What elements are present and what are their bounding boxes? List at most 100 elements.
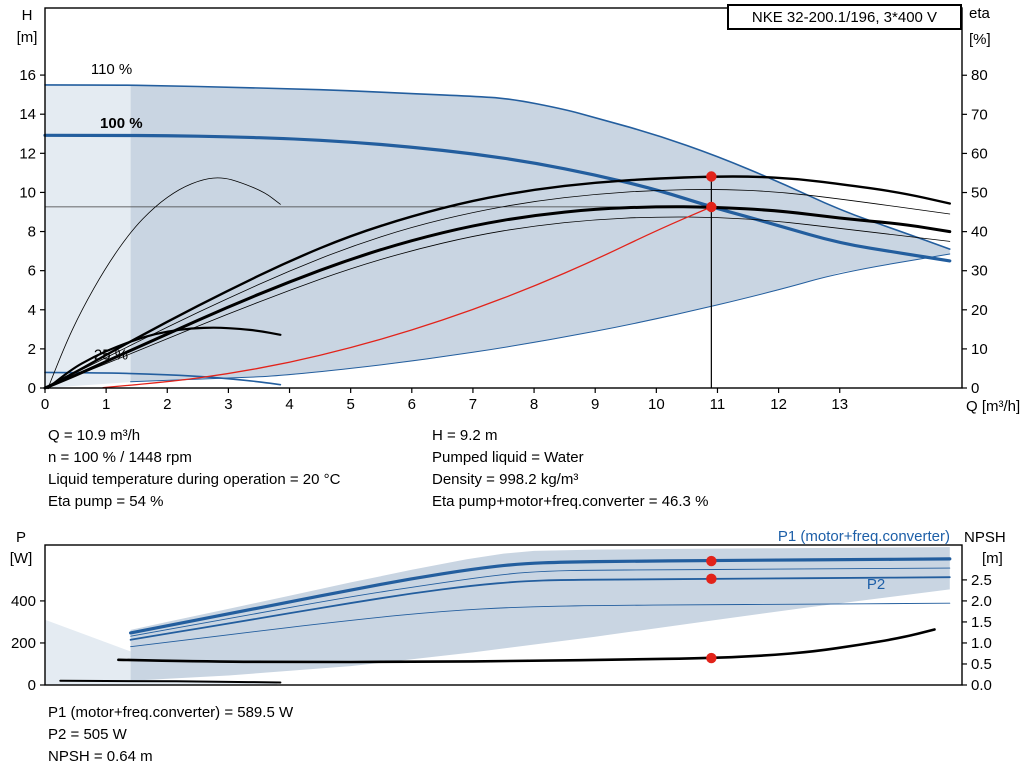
axis-titles: P [W] NPSH [m] — [10, 529, 1006, 567]
info-line-head: H = 9.2 m — [432, 427, 498, 444]
axis-title: P — [16, 529, 26, 546]
plot-border — [44, 544, 963, 686]
operating-envelope — [130, 85, 950, 382]
tick-label: 0 — [41, 396, 49, 413]
p1-curve — [129, 557, 952, 635]
info-line-speed: n = 100 % / 1448 rpm — [48, 449, 192, 466]
operating-envelope-light — [45, 619, 278, 685]
tick-label: 2 — [28, 341, 36, 358]
operating-envelope-light — [45, 84, 131, 389]
operating-envelope — [130, 547, 950, 681]
eta-arc-25pct — [47, 326, 282, 390]
p-thin-upper — [130, 567, 951, 637]
curve-label: 100 % — [100, 115, 143, 132]
duty-point-marker[interactable] — [706, 555, 717, 567]
tick-label: 4 — [28, 302, 36, 319]
tick-label: 50 — [971, 185, 988, 202]
system-curve — [102, 206, 713, 389]
curve-label: 110 % — [91, 61, 132, 78]
pump-model-label: NKE 32-200.1/196, 3*400 V — [751, 8, 938, 26]
tick-label: 2.0 — [971, 593, 992, 610]
pump-model-title-box: NKE 32-200.1/196, 3*400 V — [727, 4, 962, 30]
axis-ticks: 0 200 400 0.0 0.5 1.0 1.5 2.0 2.5 — [11, 572, 992, 694]
tick-label: 0 — [971, 380, 979, 397]
tick-label: 10 — [19, 184, 36, 201]
eta-arc-low-speed — [47, 177, 281, 389]
info-line-eta-pump: Eta pump = 54 % — [48, 493, 164, 510]
tick-label: 10 — [648, 396, 665, 413]
tick-label: 0.5 — [971, 656, 992, 673]
info-line-density: Density = 998.2 kg/m³ — [432, 471, 579, 488]
tick-label: 10 — [971, 341, 988, 358]
info-line-q: Q = 10.9 m³/h — [48, 427, 141, 444]
axis-title: [m] — [982, 550, 1003, 567]
tick-label: 400 — [11, 593, 36, 610]
curve-25pct — [44, 371, 282, 386]
tick-label: 60 — [971, 145, 988, 162]
tick-label: 0.0 — [971, 677, 992, 694]
eta-thin-upper — [44, 189, 951, 389]
tick-label: 0 — [28, 380, 36, 397]
npsh-curve — [117, 628, 936, 664]
axis-title: NPSH — [964, 529, 1006, 546]
tick-label: 6 — [408, 396, 416, 413]
axis-title: H — [22, 7, 33, 24]
curve-label: P2 — [867, 576, 885, 593]
duty-point-marker[interactable] — [706, 171, 717, 182]
info-line-liquid-temp: Liquid temperature during operation = 20… — [48, 471, 341, 488]
axis-title: [%] — [969, 31, 991, 48]
result-summary-bottom: P1 (motor+freq.converter) = 589.5 W P2 =… — [48, 702, 293, 768]
tick-label: 12 — [770, 396, 787, 413]
plot-border — [44, 7, 963, 389]
result-summary-left: Q = 10.9 m³/h n = 100 % / 1448 rpm Liqui… — [48, 425, 340, 513]
tick-label: 14 — [19, 106, 36, 123]
axis-title: [m] — [17, 29, 38, 46]
info-line-eta-total: Eta pump+motor+freq.converter = 46.3 % — [432, 493, 709, 510]
curve-label: 25 % — [94, 347, 128, 364]
tick-label: 1.0 — [971, 635, 992, 652]
npsh-low-flow — [59, 679, 282, 684]
tick-label: 20 — [971, 302, 988, 319]
tick-label: 8 — [530, 396, 538, 413]
p-thin-lower — [130, 602, 951, 648]
tick-label: 7 — [469, 396, 477, 413]
info-line-p1: P1 (motor+freq.converter) = 589.5 W — [48, 704, 294, 721]
min-speed-boundary — [130, 253, 951, 383]
info-line-pumped-liquid: Pumped liquid = Water — [432, 449, 584, 466]
curve-100pct — [43, 133, 952, 263]
tick-label: 13 — [831, 396, 848, 413]
tick-label: 2.5 — [971, 572, 992, 589]
curve-label: P1 (motor+freq.converter) — [778, 528, 950, 545]
curve-110pct — [44, 84, 951, 250]
tick-label: 40 — [971, 224, 988, 241]
axis-title: Q [m³/h] — [966, 398, 1020, 415]
tick-label: 1.5 — [971, 614, 992, 631]
duty-point-marker[interactable] — [706, 652, 717, 664]
tick-label: 16 — [19, 67, 36, 84]
eta-total-curve — [43, 205, 952, 390]
axis-titles: H [m] eta [%] Q [m³/h] — [17, 5, 1021, 415]
power-npsh-chart: 0 200 400 0.0 0.5 1.0 1.5 2.0 2.5 P [W] NPSH [m] P1 (… — [10, 528, 1006, 694]
tick-label: 11 — [710, 396, 726, 413]
tick-label: 200 — [11, 635, 36, 652]
axis-title: eta — [969, 5, 991, 22]
tick-label: 80 — [971, 67, 988, 84]
eta-pump-curve — [43, 175, 951, 390]
info-line-p2: P2 = 505 W — [48, 726, 127, 743]
tick-label: 0 — [28, 677, 36, 694]
tick-label: 4 — [285, 396, 293, 413]
tick-label: 70 — [971, 106, 988, 123]
tick-label: 9 — [591, 396, 599, 413]
tick-label: 30 — [971, 263, 988, 280]
tick-label: 5 — [346, 396, 354, 413]
duty-point-marker[interactable] — [706, 201, 717, 213]
duty-point-marker[interactable] — [706, 573, 717, 585]
tick-label: 12 — [19, 145, 36, 162]
result-summary-right: H = 9.2 m Pumped liquid = Water Density … — [432, 425, 708, 513]
tick-label: 2 — [163, 396, 171, 413]
tick-label: 6 — [28, 263, 36, 280]
